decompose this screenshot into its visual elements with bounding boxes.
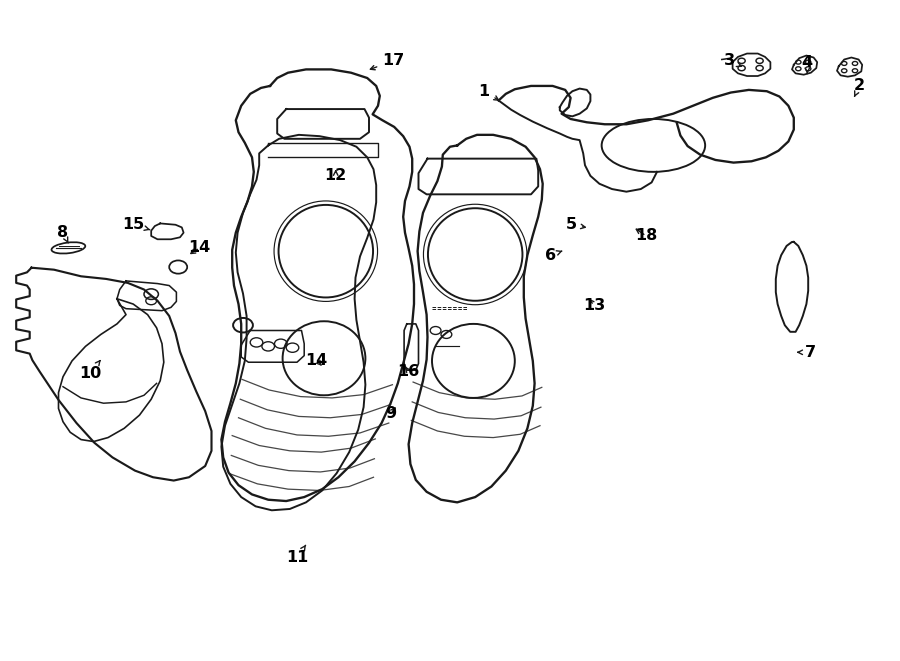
Text: 3: 3: [724, 54, 742, 68]
Text: 18: 18: [635, 229, 657, 243]
Text: 11: 11: [286, 545, 308, 565]
Text: 15: 15: [122, 217, 149, 232]
Text: 2: 2: [854, 79, 865, 97]
Text: 10: 10: [79, 361, 101, 381]
Text: 12: 12: [325, 168, 346, 182]
Text: 7: 7: [798, 345, 815, 360]
Text: 14: 14: [189, 241, 211, 255]
Text: 9: 9: [385, 407, 396, 421]
Text: 8: 8: [58, 225, 68, 243]
Text: 16: 16: [398, 364, 419, 379]
Text: 5: 5: [566, 217, 585, 232]
Text: 17: 17: [371, 54, 404, 70]
Text: 6: 6: [545, 248, 562, 262]
Text: 1: 1: [479, 84, 499, 100]
Text: 13: 13: [583, 298, 605, 313]
Text: 4: 4: [802, 56, 813, 73]
Text: 14: 14: [306, 353, 328, 368]
